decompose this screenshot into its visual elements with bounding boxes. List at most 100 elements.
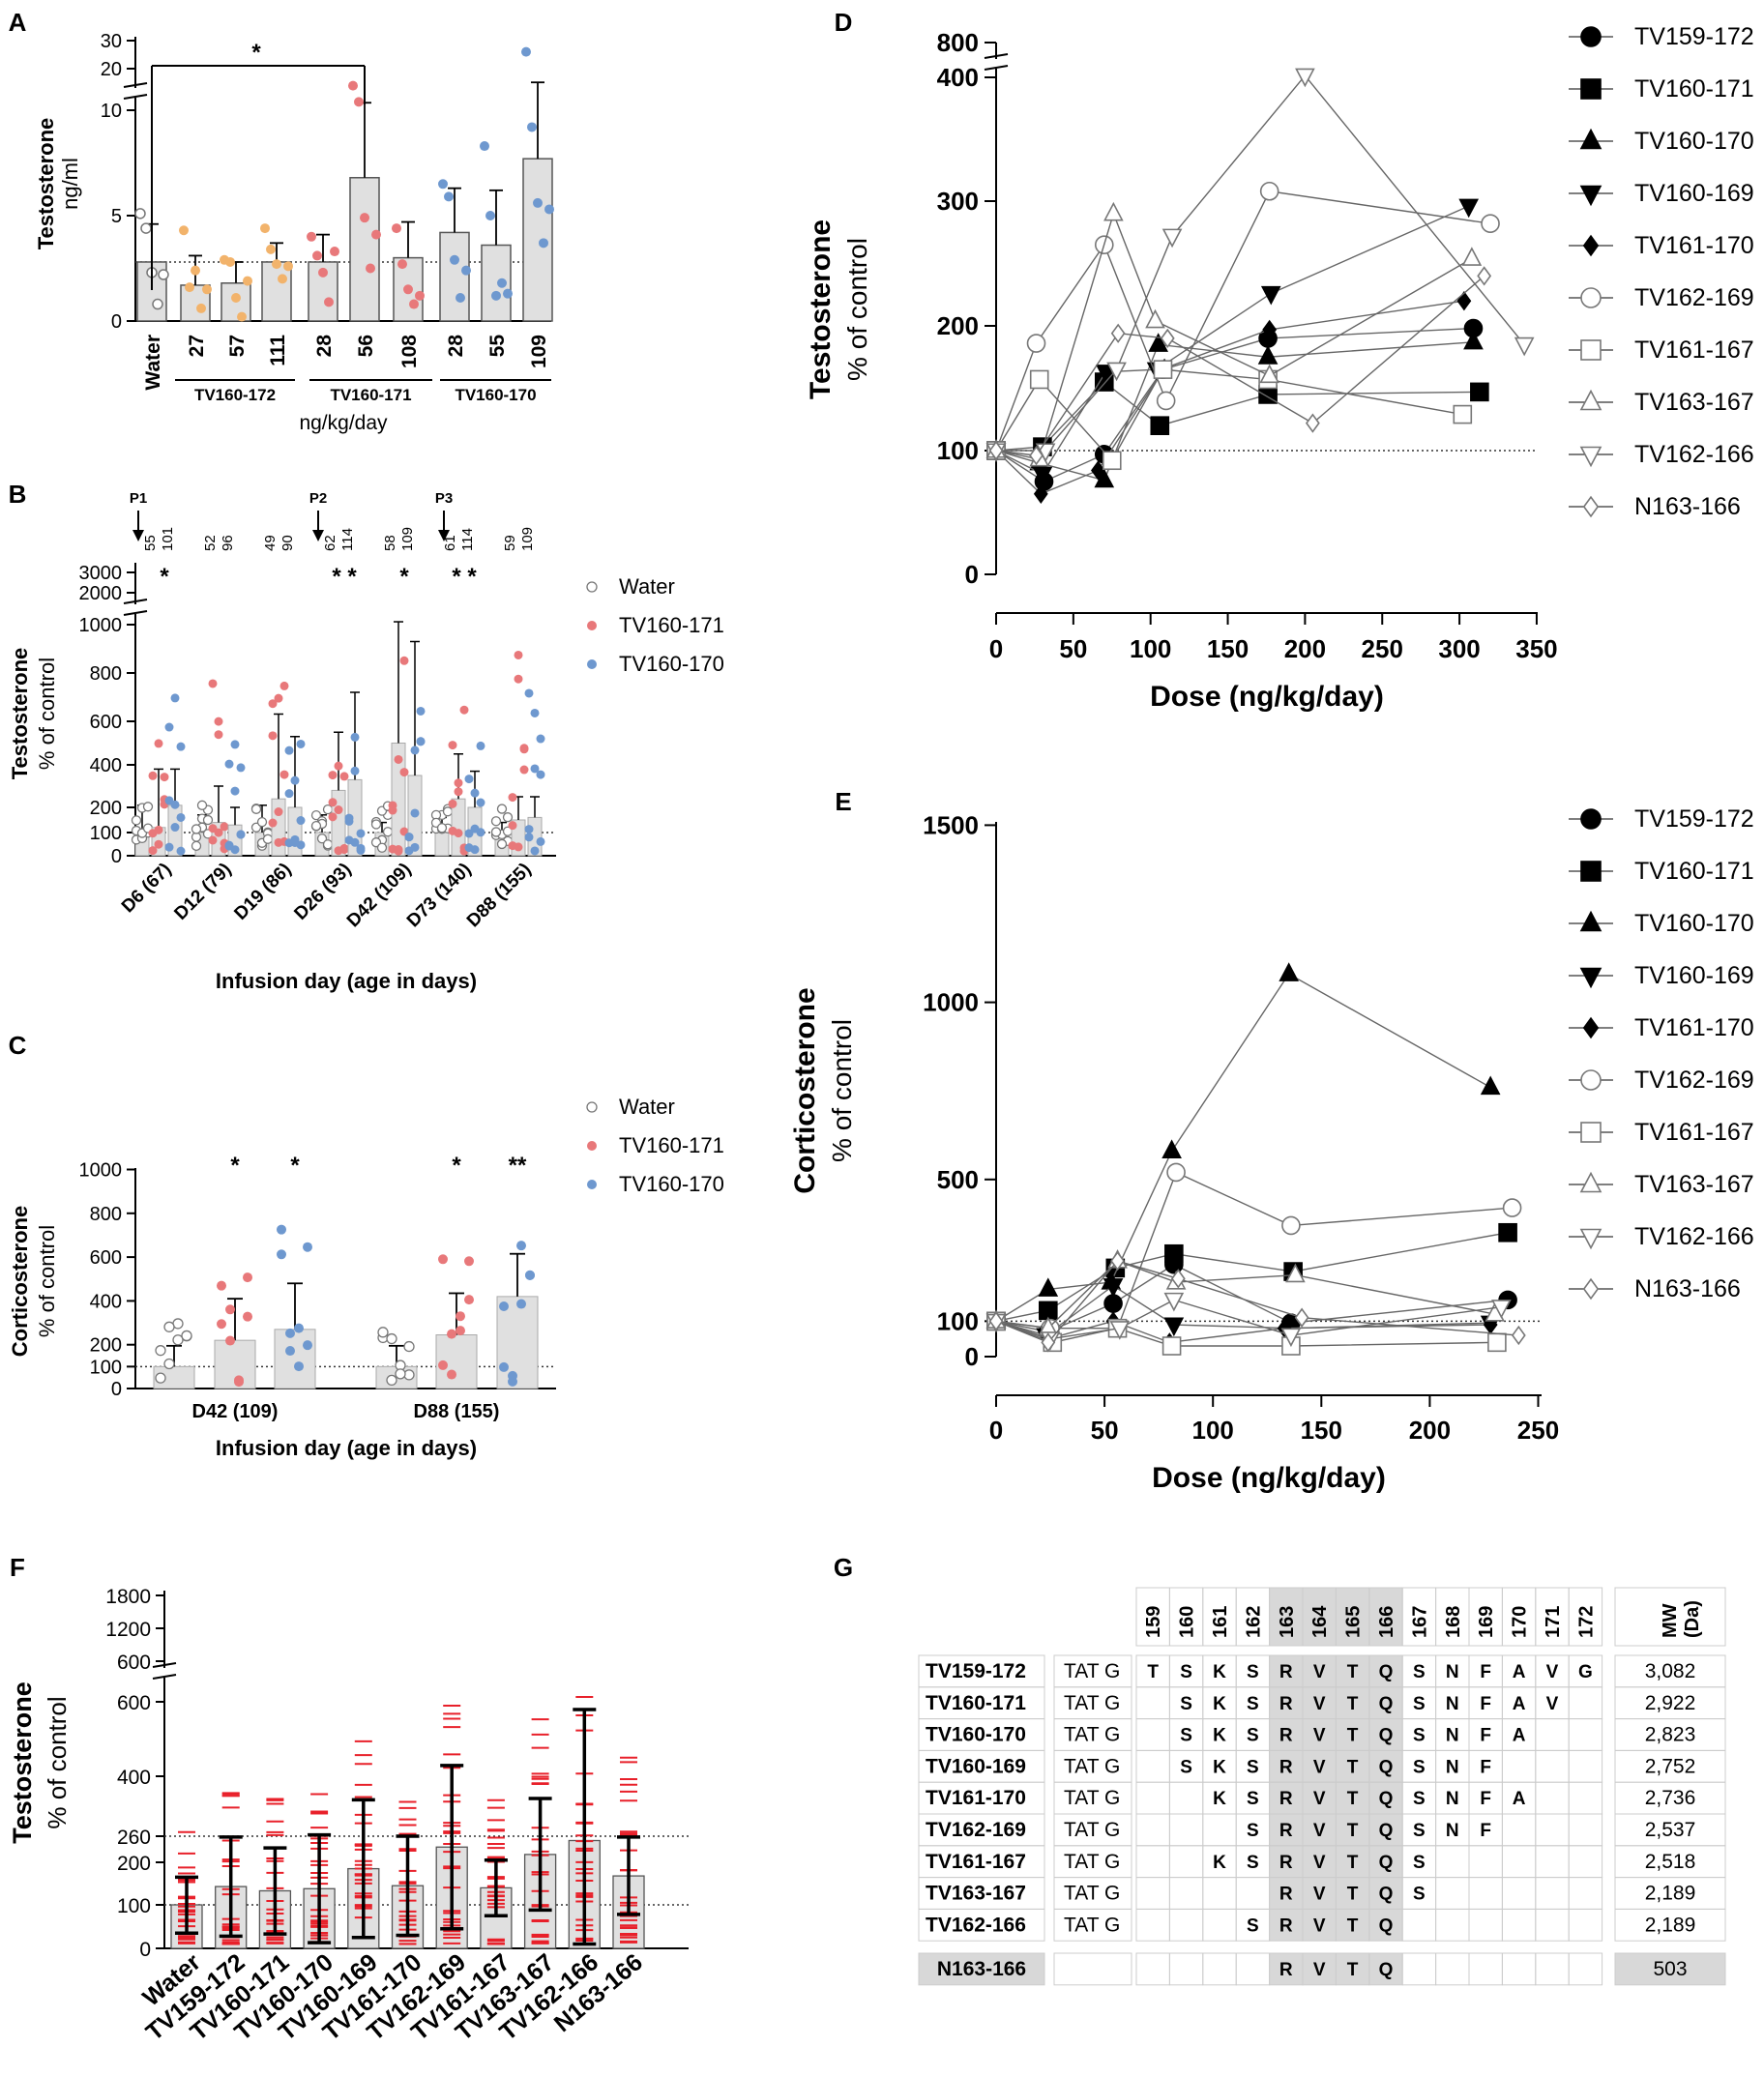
ytick-label-D: 0 <box>965 560 979 589</box>
data-point-E <box>988 1311 1004 1331</box>
ytick-label-A: 5 <box>111 206 122 227</box>
legend-marker-B <box>587 621 597 630</box>
xtick-label-D: 200 <box>1284 634 1326 663</box>
position-label-G: 167 <box>1409 1606 1430 1638</box>
data-point-B <box>524 833 534 842</box>
mw-cell-shaded-G <box>1615 1953 1725 1985</box>
data-point-C <box>155 1372 166 1384</box>
data-point-B <box>224 840 234 850</box>
ytick-label-D: 100 <box>937 436 979 465</box>
bar-C <box>274 1329 316 1389</box>
series-line-D <box>995 381 1480 452</box>
data-point-C <box>438 1360 448 1370</box>
legend-label-D: TV161-167 <box>1634 336 1754 364</box>
dose-label-B: 109 <box>399 527 416 551</box>
data-point-C <box>499 1301 509 1311</box>
data-point-B <box>350 766 360 775</box>
data-point-C <box>234 1377 244 1388</box>
sig-star-C: ** <box>509 1153 527 1179</box>
legend-marker-E <box>1580 1069 1602 1091</box>
category-label-B: D19 (86) <box>230 860 295 924</box>
legend-marker-E <box>1579 910 1602 932</box>
position-label-G: 159 <box>1143 1606 1164 1638</box>
data-point-B <box>191 840 202 851</box>
residue-G: S <box>1247 1757 1259 1777</box>
residue-G: T <box>1347 1885 1359 1905</box>
data-point-B <box>470 845 480 855</box>
seq-cell-G <box>1135 1749 1170 1783</box>
residue-G: Q <box>1379 1789 1394 1809</box>
data-point-D <box>1458 198 1480 219</box>
residue-G: R <box>1279 1821 1293 1841</box>
residue-G: N <box>1446 1694 1459 1714</box>
residue-G: S <box>1180 1662 1192 1682</box>
residue-G: T <box>1347 1789 1359 1809</box>
bar-A <box>439 231 470 322</box>
seq-cell-G <box>1568 1813 1603 1847</box>
series-line-E <box>995 1263 1509 1333</box>
data-point-B <box>508 793 517 803</box>
ytick-label-B: 2000 <box>79 583 123 604</box>
ylabel-E-unit: % of control <box>827 1019 857 1162</box>
residue-G: V <box>1313 1885 1326 1905</box>
position-label-G: 165 <box>1343 1606 1365 1638</box>
row-tag-G: TAT G <box>1064 1755 1120 1777</box>
data-point-D <box>1110 323 1126 343</box>
residue-G: S <box>1247 1694 1259 1714</box>
data-point-B <box>448 741 457 750</box>
data-point-B <box>236 763 246 773</box>
seq-cell-G <box>1568 1781 1603 1815</box>
residue-G: F <box>1480 1726 1491 1746</box>
axis-break-D-a <box>984 53 1009 59</box>
ytick-label-A: 20 <box>101 59 122 80</box>
residue-G: K <box>1213 1662 1226 1682</box>
series-line-D <box>995 300 1464 495</box>
category-label-A: 28 <box>445 335 467 358</box>
pulse-arrowhead-B <box>438 530 450 541</box>
category-label-A: 57 <box>226 335 249 357</box>
data-point-A <box>438 179 448 190</box>
category-label-B: D73 (140) <box>403 860 476 932</box>
seq-cell-G <box>1568 1877 1603 1910</box>
panel-label-A: A <box>9 8 27 37</box>
ytick-label-B: 0 <box>111 846 122 867</box>
row-tag-G: TAT G <box>1064 1851 1120 1873</box>
data-point-B <box>284 746 294 755</box>
ytick-label-F: 100 <box>117 1895 151 1917</box>
data-point-B <box>530 846 540 856</box>
data-point-C <box>285 1328 295 1338</box>
xtick-label-D: 300 <box>1438 634 1480 663</box>
row-mw-G: 2,922 <box>1645 1692 1696 1714</box>
data-point-C <box>277 1224 286 1235</box>
data-point-E <box>1285 1263 1306 1283</box>
seq-cell-G <box>1468 1952 1503 1986</box>
data-point-A <box>196 303 206 313</box>
data-point-E <box>1161 1139 1182 1159</box>
sig-star-B: * * <box>332 564 357 590</box>
residue-G: S <box>1413 1821 1426 1841</box>
data-point-B <box>322 839 334 850</box>
data-point-B <box>250 804 262 814</box>
residue-G: S <box>1413 1885 1426 1905</box>
data-point-D <box>1161 228 1183 249</box>
data-point-D <box>1470 382 1489 402</box>
ytick-label-A: 10 <box>101 101 122 122</box>
residue-G: A <box>1513 1694 1526 1714</box>
legend-marker-D <box>1579 185 1602 207</box>
series-line-D <box>995 368 1463 462</box>
pulse-label-B: P3 <box>435 490 453 507</box>
data-point-A <box>480 141 489 152</box>
data-point-B <box>310 809 322 821</box>
ytick-label-F: 260 <box>117 1827 151 1849</box>
panel-label-F: F <box>10 1553 25 1582</box>
data-point-B <box>328 812 338 822</box>
xtick-label-D: 250 <box>1362 634 1403 663</box>
dose-label-B: 55 <box>142 535 159 551</box>
data-point-B <box>524 825 534 834</box>
legend-marker-E <box>1579 1228 1602 1250</box>
data-point-D <box>1096 365 1116 384</box>
data-point-A <box>354 97 364 107</box>
residue-G: S <box>1180 1726 1192 1746</box>
ylabel-D-unit: % of control <box>842 238 872 381</box>
residue-G: A <box>1513 1726 1526 1746</box>
